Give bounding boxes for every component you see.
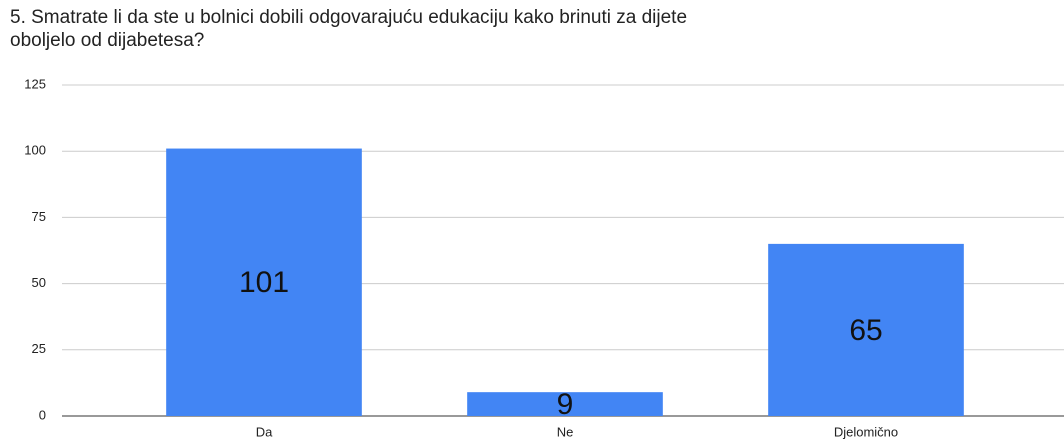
chart-title: oboljelo od dijabetesa? [10, 30, 204, 51]
y-tick-label: 75 [32, 209, 46, 224]
y-tick-label: 50 [32, 275, 46, 290]
y-tick-label: 125 [24, 76, 46, 91]
bar [768, 243, 964, 416]
value-label: 65 [849, 314, 882, 347]
y-tick-label: 0 [39, 407, 46, 422]
y-tick-label: 100 [24, 143, 46, 158]
value-label: 101 [239, 266, 289, 299]
bar [166, 148, 362, 416]
chart-title: 5. Smatrate li da ste u bolnici dobili o… [10, 7, 687, 28]
x-tick-label: Ne [557, 424, 574, 439]
x-tick-label: Da [256, 424, 273, 439]
y-tick-label: 25 [32, 341, 46, 356]
value-label: 9 [557, 388, 574, 421]
x-tick-label: Djelomično [834, 424, 898, 439]
bar [467, 392, 663, 416]
